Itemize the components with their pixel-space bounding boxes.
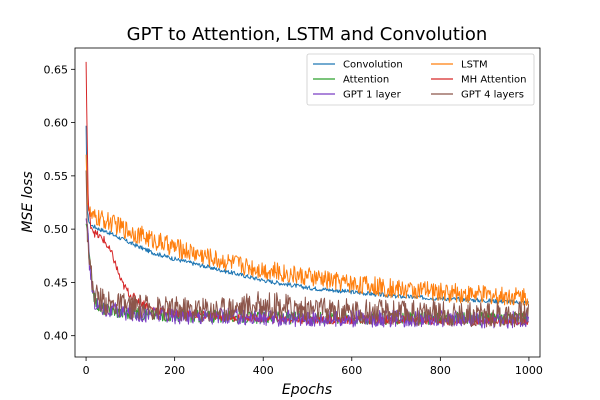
legend-label: LSTM [461, 60, 488, 71]
x-tick-label: 1000 [515, 364, 543, 377]
y-tick-label: 0.65 [44, 63, 69, 76]
x-tick-label: 200 [164, 364, 185, 377]
y-tick-label: 0.55 [44, 170, 69, 183]
legend-label: GPT 4 layers [461, 90, 524, 101]
plot-frame [74, 47, 541, 358]
legend-label: MH Attention [461, 75, 526, 86]
x-axis-label: Epochs [282, 382, 332, 398]
series-line-lstm [85, 154, 529, 306]
y-tick-label: 0.40 [44, 330, 69, 343]
x-tick-label: 800 [430, 364, 451, 377]
y-tick-label: 0.45 [44, 276, 69, 289]
x-tick-label: 400 [253, 364, 274, 377]
x-tick-label: 0 [83, 364, 90, 377]
ticks-layer: 0 200 400 600 800 1000 0.40 0.45 0.50 0.55 0.60 0.6… [44, 63, 543, 377]
legend: Convolution LSTM Attention MH Attention GPT … [306, 53, 535, 106]
y-axis-label: MSE loss [20, 171, 36, 232]
legend-label: Attention [343, 75, 389, 86]
x-tick-label: 600 [341, 364, 362, 377]
legend-label: GPT 1 layer [343, 90, 402, 101]
series-layer [85, 61, 529, 329]
y-tick-label: 0.50 [44, 223, 69, 236]
series-line-gpt-4-layers [85, 170, 529, 328]
legend-box [306, 53, 535, 106]
legend-label: Convolution [343, 60, 403, 71]
chart-title: GPT to Attention, LSTM and Convolution [127, 24, 488, 45]
y-tick-label: 0.60 [44, 117, 69, 130]
series-line-gpt-1-layer [85, 218, 529, 329]
series-line-convolution [85, 125, 529, 305]
